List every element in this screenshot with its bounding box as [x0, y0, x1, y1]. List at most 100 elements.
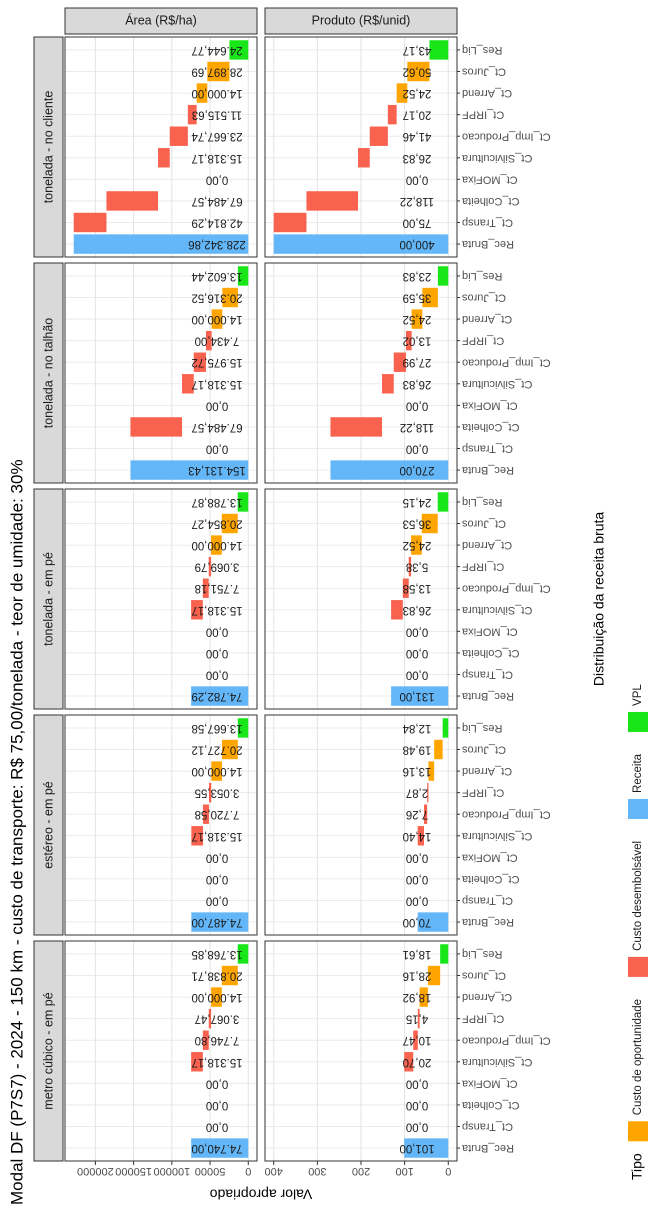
value-label: 7.751,18: [195, 582, 240, 594]
strip-label: tonelada - no cliente: [41, 91, 55, 204]
x-tick-label: Ct_Juros: [462, 518, 507, 530]
bar: [205, 330, 212, 351]
value-label: 14.000,00: [191, 313, 242, 325]
value-label: 7.434,00: [195, 335, 240, 347]
x-tick-label: Ct_Colheita: [461, 873, 519, 885]
value-label: 24,15: [403, 496, 432, 508]
x-tick-label: Ct_Colheita: [461, 421, 519, 433]
bar: [404, 1052, 414, 1072]
value-label: 74.487,00: [191, 916, 242, 928]
bar: [413, 1030, 418, 1050]
x-tick-label: Ct_Imp_Producao: [462, 130, 551, 142]
panel-border: [64, 36, 258, 258]
y-tick-label: 100000: [153, 1165, 190, 1177]
bar: [191, 1052, 203, 1072]
value-label: 101,00: [399, 1142, 434, 1154]
x-tick-label: Ct_Imp_Producao: [462, 1034, 551, 1046]
value-label: 0,00: [406, 1099, 428, 1111]
bar: [273, 212, 307, 233]
legend-label: Receita: [632, 753, 644, 793]
bar: [222, 287, 238, 308]
value-label: 12,84: [402, 722, 431, 734]
bar: [396, 83, 408, 103]
panel-border: [264, 488, 458, 710]
bar: [408, 556, 412, 577]
bar: [411, 535, 422, 555]
strip-background: [33, 262, 64, 484]
bar: [73, 212, 107, 233]
value-label: 14.000,00: [191, 87, 242, 99]
bar: [393, 352, 406, 372]
bar: [182, 374, 194, 394]
value-label: 118,22: [400, 421, 434, 433]
value-label: 15.975,72: [191, 356, 242, 368]
value-label: 0,00: [406, 173, 428, 185]
value-label: 20,70: [403, 1056, 432, 1068]
x-tick-label: Ct_Arrend: [462, 765, 512, 777]
legend-label: Custo desembolsável: [632, 841, 644, 951]
value-label: 270,00: [399, 464, 434, 476]
value-label: 15.318,17: [191, 604, 242, 616]
strip-label: Área (R$/ha): [125, 12, 197, 27]
x-tick-label: Ct_Imp_Producao: [462, 356, 551, 368]
value-label: 400,00: [399, 238, 434, 250]
value-label: 27,99: [403, 356, 432, 368]
chart-title: Modal DF (P7S7) - 2024 - 150 km - custo …: [7, 459, 26, 1205]
y-tick-label: 200000: [77, 1165, 114, 1177]
value-label: 0,00: [406, 399, 428, 411]
panel-background: [65, 489, 257, 709]
bar: [404, 1138, 449, 1158]
panel-border: [64, 940, 258, 1162]
bar: [211, 535, 222, 555]
value-label: 15.318,17: [191, 152, 242, 164]
x-tick-label: Res_Liq: [462, 722, 502, 734]
value-label: 14,40: [403, 830, 432, 842]
strip-background: [264, 7, 458, 35]
bar: [158, 148, 170, 168]
x-tick-label: Ct_MOFixa: [461, 851, 518, 863]
bar: [427, 965, 441, 986]
value-label: 24,52: [403, 313, 432, 325]
x-tick-label: Ct_Transp: [462, 669, 513, 681]
bar: [191, 912, 249, 932]
panel-border: [64, 488, 258, 710]
bar: [417, 826, 425, 846]
bar: [221, 513, 238, 534]
x-tick-label: Ct_Arrend: [462, 539, 512, 551]
value-label: 75,00: [403, 216, 432, 228]
bar: [191, 686, 249, 706]
value-label: 3.053,55: [195, 787, 240, 799]
bar: [237, 944, 249, 964]
strip-label: tonelada - no talhão: [41, 318, 55, 429]
value-label: 10,47: [403, 1034, 432, 1046]
bar: [229, 40, 249, 60]
value-label: 36,53: [403, 517, 432, 529]
value-label: 41,46: [403, 130, 432, 142]
value-label: 24,52: [403, 87, 432, 99]
bar: [202, 1030, 209, 1050]
value-label: 26,83: [403, 378, 432, 390]
x-tick-label: Ct_IRPF: [462, 561, 504, 573]
x-tick-label: Ct_Silvicultura: [461, 152, 532, 164]
bar: [442, 718, 449, 738]
y-tick-label: 0: [445, 1165, 451, 1177]
value-label: 13,58: [403, 582, 432, 594]
value-label: 19,48: [403, 743, 432, 755]
bar: [427, 782, 429, 803]
bar: [211, 309, 223, 329]
bar: [202, 578, 209, 598]
bar: [221, 739, 238, 760]
panel-border: [264, 36, 458, 258]
value-label: 28,16: [403, 969, 432, 981]
bar: [369, 126, 388, 146]
bar: [196, 83, 208, 103]
bar: [203, 804, 209, 824]
panel-background: [65, 263, 257, 483]
rotated-plot: Modal DF (P7S7) - 2024 - 150 km - custo …: [7, 7, 648, 1205]
y-tick-label: 100: [395, 1165, 413, 1177]
value-label: 7.746,80: [195, 1034, 240, 1046]
x-tick-label: Ct_Silvicultura: [461, 378, 532, 390]
value-label: 20.838,71: [191, 969, 242, 981]
value-label: 15.318,17: [191, 1056, 242, 1068]
value-label: 7,26: [406, 808, 428, 820]
